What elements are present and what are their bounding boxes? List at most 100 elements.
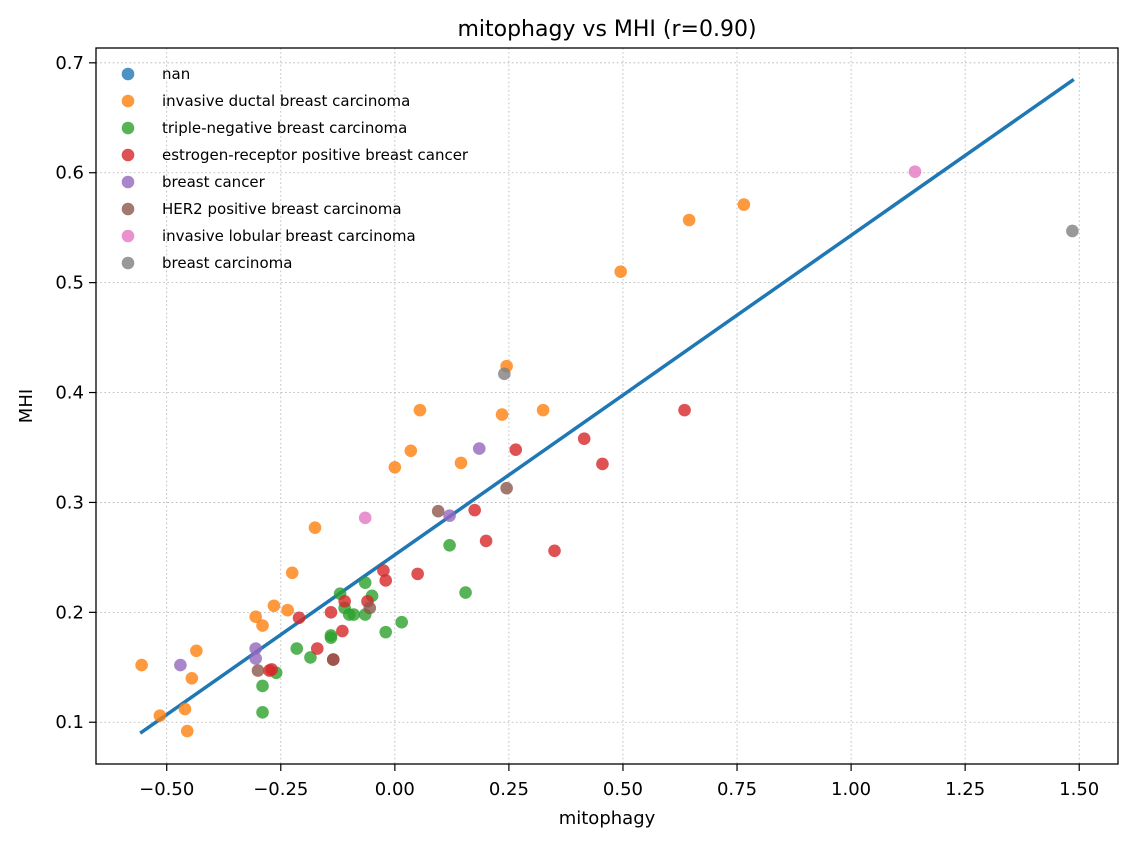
legend-marker-estrogen-receptor-positive-breast-cancer [121,148,135,162]
data-point-triple-negative-breast-carcinoma [379,625,393,639]
legend-marker-nan [121,67,135,81]
y-tick-label: 0.7 [55,53,84,74]
data-point-invasive-ductal-breast-carcinoma [135,658,148,672]
data-point-breast-cancer [249,642,262,655]
data-point-triple-negative-breast-carcinoma [358,576,372,589]
y-axis-ticks: 0.1 0.2 0.3 0.4 0.5 0.6 0.7 [55,53,96,733]
legend-label-breast-cancer: breast cancer [162,173,266,191]
data-point-triple-negative-breast-carcinoma [256,679,269,693]
data-point-invasive-ductal-breast-carcinoma [281,603,294,617]
data-point-invasive-lobular-breast-carcinoma [358,511,372,525]
y-axis-label: MHI [16,389,37,423]
data-point-estrogen-receptor-positive-breast-cancer [310,642,324,655]
data-point-her2-positive-breast-carcinoma [363,601,377,615]
data-point-estrogen-receptor-positive-breast-cancer [324,606,338,619]
data-point-invasive-ductal-breast-carcinoma [308,521,322,535]
x-tick-label: −0.25 [253,779,308,800]
data-point-estrogen-receptor-positive-breast-cancer [678,403,691,417]
legend: nan invasive ductal breast carcinoma tripl… [121,65,469,272]
y-tick-label: 0.1 [55,712,84,733]
data-point-triple-negative-breast-carcinoma [395,615,408,629]
legend-marker-breast-cancer [121,175,135,189]
data-point-invasive-ductal-breast-carcinoma [388,460,402,474]
data-point-invasive-ductal-breast-carcinoma [404,444,418,458]
data-point-invasive-ductal-breast-carcinoma [249,610,262,624]
x-tick-label: 1.00 [831,779,871,800]
data-point-invasive-ductal-breast-carcinoma [454,456,468,470]
data-point-breast-cancer [174,658,187,672]
data-point-invasive-ductal-breast-carcinoma [178,702,192,716]
data-point-estrogen-receptor-positive-breast-cancer [411,567,424,581]
x-tick-label: 1.50 [1059,779,1099,800]
legend-marker-her2-positive-breast-carcinoma [121,202,135,216]
x-tick-label: 0.75 [717,779,757,800]
data-point-estrogen-receptor-positive-breast-cancer [577,432,591,445]
data-point-invasive-lobular-breast-carcinoma [908,165,922,178]
data-point-breast-cancer [472,442,486,455]
plot-frame [95,47,1119,765]
data-point-triple-negative-breast-carcinoma [459,586,472,599]
legend-marker-invasive-ductal-breast-carcinoma [121,94,135,108]
data-point-her2-positive-breast-carcinoma [326,653,340,666]
data-point-triple-negative-breast-carcinoma [347,608,361,621]
chart-title: mitophagy vs MHI (r=0.90) [457,17,756,42]
data-point-breast-carcinoma [1066,224,1079,238]
legend-label-breast-carcinoma: breast carcinoma [162,254,292,272]
data-point-estrogen-receptor-positive-breast-cancer [265,663,278,676]
data-point-her2-positive-breast-carcinoma [431,504,445,518]
data-point-estrogen-receptor-positive-breast-cancer [479,534,493,548]
legend-marker-breast-carcinoma [121,256,135,270]
data-point-estrogen-receptor-positive-breast-cancer [468,503,481,517]
data-point-her2-positive-breast-carcinoma [500,481,513,495]
data-point-her2-positive-breast-carcinoma [251,664,265,677]
data-point-invasive-ductal-breast-carcinoma [495,408,509,421]
legend-label-invasive-lobular-breast-carcinoma: invasive lobular breast carcinoma [162,227,416,245]
y-tick-label: 0.3 [55,492,84,513]
data-point-triple-negative-breast-carcinoma [290,642,304,655]
y-tick-label: 0.6 [55,163,84,184]
data-point-invasive-ductal-breast-carcinoma [737,198,751,211]
data-point-invasive-ductal-breast-carcinoma [153,709,167,722]
data-point-invasive-ductal-breast-carcinoma [285,566,299,580]
x-axis-ticks: −0.50 −0.25 0.00 0.25 0.50 0.75 1.00 1.25 1.50 [139,764,1099,800]
data-point-invasive-ductal-breast-carcinoma [413,403,427,417]
data-point-estrogen-receptor-positive-breast-cancer [338,595,351,608]
data-point-estrogen-receptor-positive-breast-cancer [509,443,523,456]
data-point-invasive-ductal-breast-carcinoma [185,671,199,685]
y-tick-label: 0.2 [55,602,84,623]
data-point-triple-negative-breast-carcinoma [304,651,317,664]
data-point-triple-negative-breast-carcinoma [324,629,338,642]
data-point-invasive-ductal-breast-carcinoma [536,403,550,417]
x-tick-label: 0.00 [375,779,415,800]
data-point-invasive-ductal-breast-carcinoma [614,265,627,278]
legend-label-invasive-ductal-breast-carcinoma: invasive ductal breast carcinoma [162,92,410,110]
data-point-triple-negative-breast-carcinoma [256,706,269,719]
data-point-invasive-ductal-breast-carcinoma [267,599,281,613]
data-point-estrogen-receptor-positive-breast-cancer [377,564,390,577]
data-point-estrogen-receptor-positive-breast-cancer [596,457,609,471]
legend-marker-triple-negative-breast-carcinoma [121,121,135,135]
x-tick-label: 0.50 [603,779,643,800]
points-layer [135,165,1079,738]
data-point-invasive-ductal-breast-carcinoma [256,619,269,632]
grid [96,48,1118,764]
x-tick-label: 0.25 [489,779,529,800]
data-point-breast-carcinoma [498,367,511,381]
data-point-estrogen-receptor-positive-breast-cancer [292,611,306,625]
data-point-invasive-ductal-breast-carcinoma [190,644,203,658]
data-point-estrogen-receptor-positive-breast-cancer [379,574,393,587]
legend-label-triple-negative-breast-carcinoma: triple-negative breast carcinoma [162,119,407,137]
data-point-triple-negative-breast-carcinoma [443,538,456,552]
data-point-estrogen-receptor-positive-breast-cancer [548,544,561,558]
x-tick-label: 1.25 [945,779,985,800]
x-axis-label: mitophagy [559,808,656,829]
x-tick-label: −0.50 [139,779,194,800]
legend-label-her2-positive-breast-carcinoma: HER2 positive breast carcinoma [162,200,402,218]
y-tick-label: 0.4 [55,383,84,404]
data-point-breast-cancer [249,652,262,665]
legend-marker-invasive-lobular-breast-carcinoma [121,229,135,243]
data-point-breast-cancer [443,509,456,522]
legend-label-estrogen-receptor-positive-breast-cancer: estrogen-receptor positive breast cancer [162,146,469,164]
